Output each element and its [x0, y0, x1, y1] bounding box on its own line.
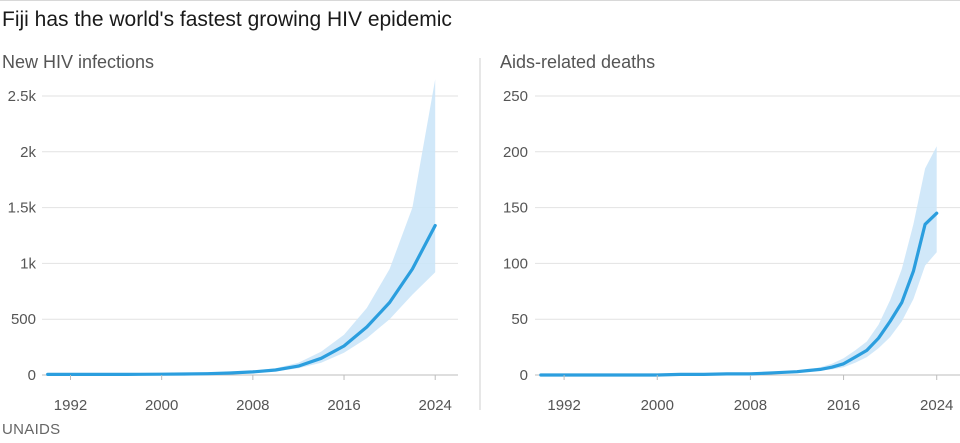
- y-tick-label: 0: [28, 367, 36, 384]
- y-tick-label: 100: [503, 255, 528, 272]
- uncertainty-band: [47, 79, 436, 375]
- y-tick-label: 2k: [20, 144, 36, 161]
- panel-new-hiv-infections: New HIV infections 0 500 1k 1.5k 2k 2.5k 1992 20…: [2, 52, 458, 414]
- y-tick-label: 1.5k: [8, 200, 37, 217]
- x-tick-label: 2024: [419, 397, 452, 414]
- x-tick-label: 2016: [827, 397, 860, 414]
- x-tick-label: 2008: [734, 397, 767, 414]
- panel-title: Aids-related deaths: [500, 52, 655, 72]
- series-line: [539, 211, 939, 377]
- panel-aids-related-deaths: Aids-related deaths 0 50 100 150 200 250 1992 20…: [500, 52, 960, 414]
- x-tick-label: 2024: [920, 397, 953, 414]
- x-tick-label: 1992: [54, 397, 87, 414]
- top-rule: [0, 0, 960, 1]
- y-tick-label: 0: [520, 367, 528, 384]
- source-note: UNAIDS: [2, 421, 61, 438]
- panel-title: New HIV infections: [2, 52, 154, 72]
- x-tick-label: 1992: [547, 397, 580, 414]
- x-tick-label: 2016: [327, 397, 360, 414]
- y-tick-label: 200: [503, 144, 528, 161]
- series-line: [46, 223, 437, 376]
- y-tick-label: 250: [503, 88, 528, 105]
- y-tick-label: 2.5k: [8, 88, 37, 105]
- x-tick-label: 2000: [145, 397, 178, 414]
- y-tick-label: 150: [503, 200, 528, 217]
- chart-title: Fiji has the world's fastest growing HIV…: [2, 8, 452, 31]
- x-tick-label: 2008: [236, 397, 269, 414]
- y-tick-label: 500: [11, 311, 36, 328]
- y-tick-label: 50: [511, 311, 528, 328]
- x-tick-label: 2000: [641, 397, 674, 414]
- y-tick-label: 1k: [20, 255, 36, 272]
